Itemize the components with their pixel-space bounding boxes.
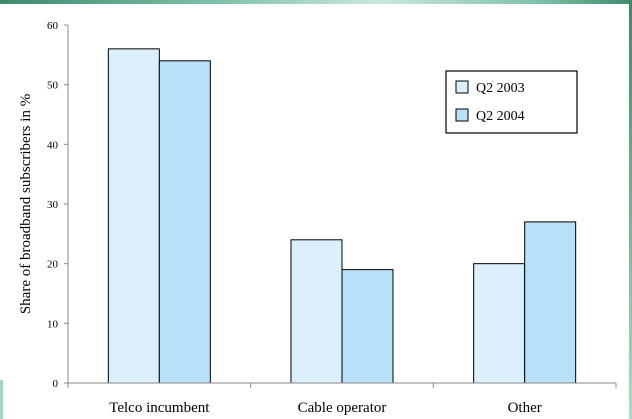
- y-tick-label-50: 50: [47, 80, 59, 92]
- bar-other-q2-2004: [524, 221, 577, 384]
- x-tick-label-other: Other: [508, 400, 542, 416]
- y-tick-label-30: 30: [47, 199, 59, 211]
- x-tick-label-telco-incumbent: Telco incumbent: [109, 400, 210, 416]
- slide-frame-left: [0, 380, 3, 419]
- y-tick-label-40: 40: [47, 139, 59, 151]
- y-tick-label-0: 0: [53, 378, 59, 390]
- y-tick-label-20: 20: [47, 259, 59, 271]
- bar-telco-incumbent-q2-2003: [107, 48, 160, 384]
- y-ticks: 0 10 20 30 40 50 60: [47, 20, 68, 390]
- y-axis-title: Share of broadband subscribers in %: [18, 94, 34, 314]
- legend-swatch-q2-2003: [455, 80, 469, 94]
- slide-frame-right: [629, 0, 632, 419]
- y-tick-label-10: 10: [47, 318, 59, 330]
- legend: Q2 2003 Q2 2004: [445, 70, 578, 134]
- bar-cable-operator-q2-2004: [341, 269, 394, 384]
- x-tick-label-cable-operator: Cable operator: [298, 400, 387, 416]
- slide-frame-top: [0, 0, 632, 4]
- legend-label-q2-2003: Q2 2003: [476, 81, 525, 96]
- legend-swatch-q2-2004: [455, 108, 469, 122]
- bar-other-q2-2003: [473, 263, 526, 384]
- bar-cable-operator-q2-2003: [290, 239, 343, 384]
- bar-telco-incumbent-q2-2004: [158, 60, 211, 384]
- legend-label-q2-2004: Q2 2004: [476, 109, 525, 124]
- y-tick-label-60: 60: [47, 20, 59, 32]
- x-ticks: Telco incumbent Cable operator Other: [67, 383, 617, 416]
